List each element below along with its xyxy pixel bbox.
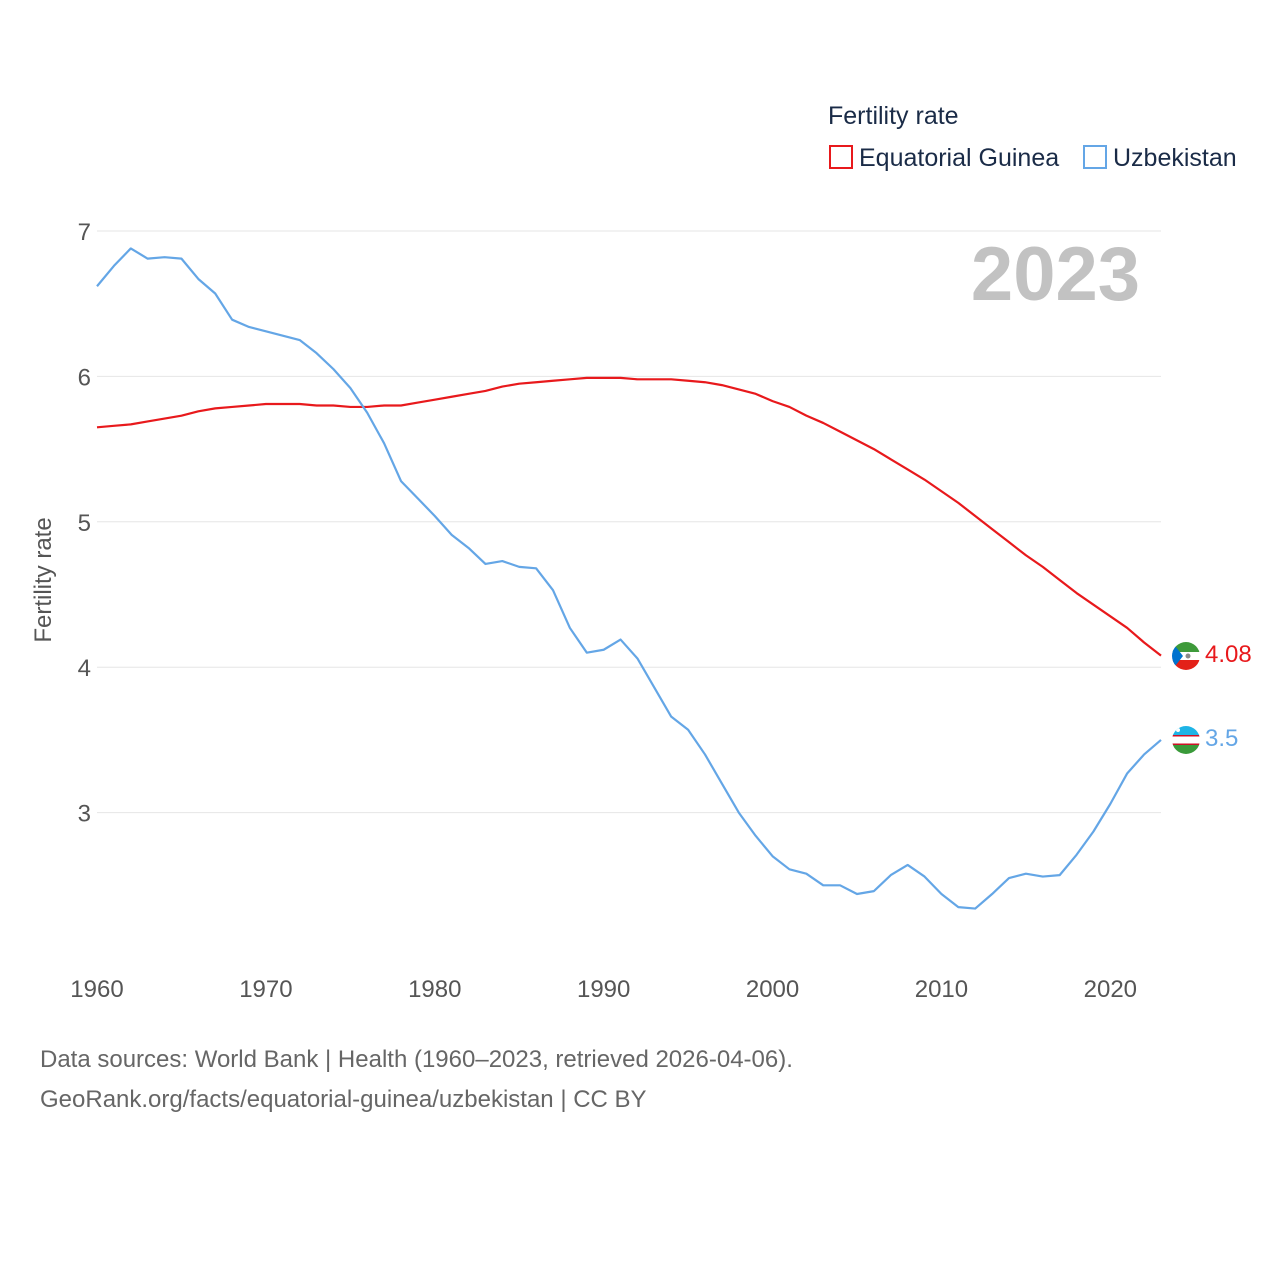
legend-label-uzbekistan[interactable]: Uzbekistan xyxy=(1113,144,1237,172)
series-line-uzbekistan[interactable] xyxy=(96,247,1162,910)
series xyxy=(96,247,1162,910)
legend-swatch-uzbekistan[interactable] xyxy=(1083,145,1107,169)
fertility-rate-chart: Fertility rate Equatorial Guinea Uzbekis… xyxy=(30,102,1252,1003)
x-tick-label: 1970 xyxy=(239,976,292,1003)
x-axis-ticks: 1960 1970 1980 1990 2000 2010 2020 xyxy=(70,976,1137,1003)
y-tick-label: 4 xyxy=(78,655,91,682)
uzbekistan-flag-icon xyxy=(1172,726,1200,754)
equatorial-guinea-flag-icon xyxy=(1172,642,1200,670)
x-tick-label: 2010 xyxy=(915,976,968,1003)
x-tick-label: 1990 xyxy=(577,976,630,1003)
end-value-label-equatorial-guinea: 4.08 xyxy=(1205,641,1252,668)
legend-label-equatorial-guinea[interactable]: Equatorial Guinea xyxy=(859,144,1059,172)
series-line-equatorial-guinea[interactable] xyxy=(96,376,1162,657)
y-tick-label: 6 xyxy=(78,364,91,391)
credit-link[interactable]: GeoRank.org/facts/equatorial-guinea/uzbe… xyxy=(40,1086,647,1113)
x-tick-label: 2020 xyxy=(1084,976,1137,1003)
y-tick-label: 7 xyxy=(78,219,91,246)
x-tick-label: 1980 xyxy=(408,976,461,1003)
x-tick-label: 1960 xyxy=(70,976,123,1003)
data-source-note: Data sources: World Bank | Health (1960–… xyxy=(40,1046,793,1073)
y-axis-ticks: 3 4 5 6 7 xyxy=(78,219,91,828)
x-tick-label: 2000 xyxy=(746,976,799,1003)
legend: Fertility rate Equatorial Guinea Uzbekis… xyxy=(828,102,1237,172)
year-watermark: 2023 xyxy=(971,232,1140,317)
y-tick-label: 3 xyxy=(78,801,91,828)
grid xyxy=(97,230,1161,814)
legend-title: Fertility rate xyxy=(828,102,959,130)
legend-swatch-equatorial-guinea[interactable] xyxy=(829,145,853,169)
end-value-label-uzbekistan: 3.5 xyxy=(1205,725,1238,752)
y-axis-label: Fertility rate xyxy=(30,517,57,642)
y-tick-label: 5 xyxy=(78,510,91,537)
